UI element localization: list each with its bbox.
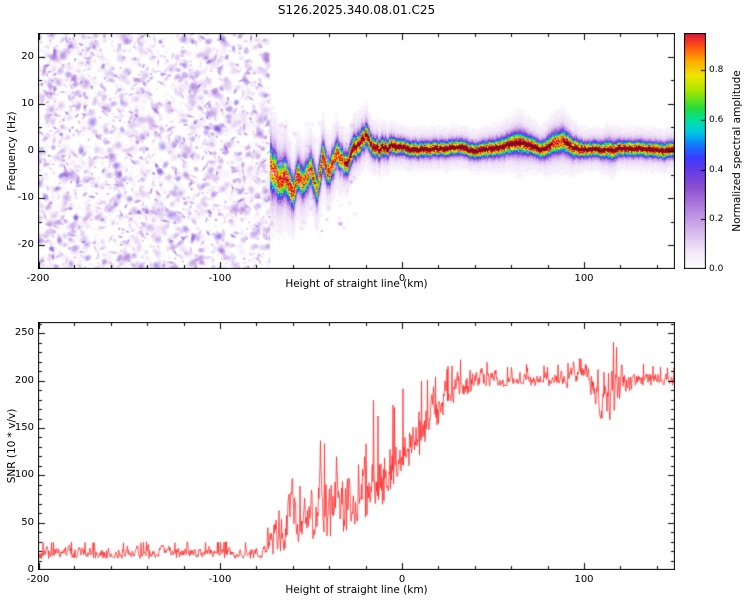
y-tick-label: 0 (27, 564, 34, 575)
x-tick-label: -200 (26, 574, 50, 585)
y-tick-label: 250 (14, 327, 34, 339)
x-tick-label: -100 (208, 273, 232, 284)
spectrogram-canvas (38, 33, 675, 269)
y-tick-label: 10 (21, 97, 34, 109)
spectrogram-x-axis-label: Height of straight line (km) (285, 278, 428, 290)
y-tick-label: -10 (17, 192, 34, 204)
colorbar-tick-label: 0.0 (709, 264, 724, 274)
y-tick-label: 150 (14, 422, 34, 433)
y-tick-label: 200 (14, 374, 34, 386)
y-tick-label: 0 (27, 145, 34, 156)
snr-canvas (38, 322, 675, 570)
x-tick-label: 100 (574, 273, 594, 284)
y-tick-label: 100 (14, 469, 34, 481)
figure-title: S126.2025.340.08.01.C25 (277, 3, 436, 17)
x-tick-label: 0 (398, 574, 406, 585)
x-tick-label: -200 (26, 273, 50, 284)
snr-x-axis-label: Height of straight line (km) (285, 584, 428, 596)
x-tick-label: 100 (574, 574, 594, 585)
colorbar-label: Normalized spectral amplitude (731, 70, 743, 232)
colorbar-tick-label: 0.8 (709, 65, 724, 76)
y-tick-label: 50 (21, 516, 34, 528)
colorbar-canvas (684, 33, 706, 269)
colorbar-tick-label: 0.6 (709, 114, 724, 125)
y-tick-label: 20 (21, 50, 34, 62)
y-tick-label: -20 (17, 239, 34, 251)
x-tick-label: 0 (398, 273, 406, 284)
colorbar-tick-label: 0.2 (709, 214, 724, 225)
colorbar-tick-label: 0.4 (709, 164, 724, 175)
x-tick-label: -100 (208, 574, 232, 585)
